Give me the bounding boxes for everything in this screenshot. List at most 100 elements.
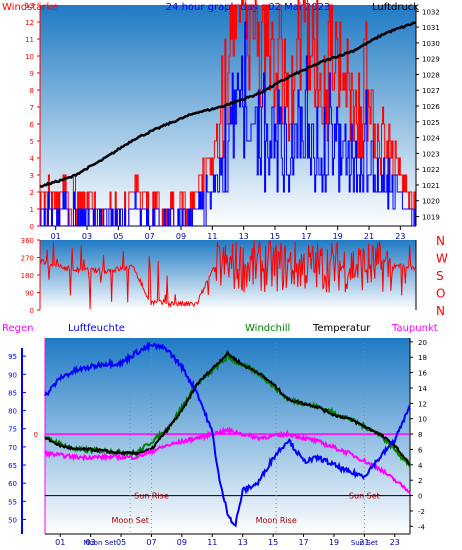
- windchill-line: [44, 354, 411, 468]
- x-tick-label: 23: [395, 232, 405, 241]
- humidity-tick-label: 60: [8, 480, 17, 488]
- wind-tick-label: 9: [30, 70, 34, 78]
- temperature-tick-label: 10: [418, 416, 427, 424]
- temperature-tick-label: 12: [418, 400, 427, 408]
- temperature-line: [44, 349, 411, 466]
- astro-bottom-label: Sun Set: [351, 539, 378, 547]
- regen-label: Regen: [2, 323, 34, 334]
- x-tick-label: 05: [116, 538, 126, 547]
- x-tick-label: 13: [238, 538, 248, 547]
- x-tick-label: 01: [51, 232, 61, 241]
- astro-label: Sun Set: [349, 492, 380, 501]
- x-tick-label: 09: [177, 538, 187, 547]
- windchill-label: Windchill: [245, 323, 290, 334]
- wind-axis-label: Windstärke: [2, 2, 58, 13]
- wind-tick-label: 4: [30, 155, 35, 163]
- pressure-tick-label: 1032: [422, 8, 440, 16]
- luftfeuchte-label: Luftfeuchte: [68, 323, 125, 334]
- x-tick-label: 17: [301, 232, 311, 241]
- compass-label: W: [436, 252, 448, 266]
- x-tick-label: 15: [270, 232, 280, 241]
- wind-tick-label: 8: [30, 87, 34, 95]
- pressure-tick-label: 1027: [422, 87, 440, 95]
- x-tick-label: 19: [329, 538, 339, 547]
- wind-tick-label: 7: [30, 104, 34, 112]
- x-tick-label: 17: [298, 538, 308, 547]
- astro-bottom-label: Moon Set: [83, 539, 116, 547]
- pressure-tick-label: 1028: [422, 71, 440, 79]
- x-tick-label: 05: [113, 232, 123, 241]
- pressure-tick-label: 1029: [422, 56, 440, 64]
- humidity-tick-label: 90: [8, 371, 17, 379]
- pressure-line: [39, 21, 417, 189]
- x-tick-label: 21: [359, 538, 369, 547]
- wind-tick-label: 6: [30, 121, 35, 129]
- temperature-tick-label: 4: [418, 462, 423, 470]
- pressure-tick-label: 1025: [422, 119, 440, 127]
- compass-label: O: [436, 287, 445, 301]
- x-tick-label: 07: [145, 232, 155, 241]
- direction-tick-label: 270: [21, 255, 34, 263]
- rain-tick-label: 0: [34, 431, 38, 439]
- wind-tick-label: 5: [30, 138, 34, 146]
- wind-average-line: [40, 21, 416, 227]
- astro-label: Moon Rise: [256, 516, 297, 525]
- direction-tick-label: 90: [25, 290, 34, 298]
- wind-tick-label: 2: [30, 189, 34, 197]
- humidity-tick-label: 55: [8, 498, 17, 506]
- direction-tick-label: 0: [30, 307, 34, 315]
- x-tick-label: 03: [82, 232, 92, 241]
- temperature-tick-label: 18: [418, 354, 427, 362]
- pressure-tick-label: 1023: [422, 150, 440, 158]
- humidity-tick-label: 85: [8, 389, 17, 397]
- compass-label: N: [436, 234, 445, 248]
- x-tick-label: 09: [176, 232, 186, 241]
- pressure-tick-label: 1019: [422, 214, 440, 222]
- compass-label: S: [436, 269, 444, 283]
- temperature-tick-label: 2: [418, 477, 422, 485]
- humidity-tick-label: 50: [8, 516, 17, 524]
- pressure-tick-label: 1021: [422, 182, 440, 190]
- humidity-tick-label: 75: [8, 426, 17, 434]
- wind-tick-label: 1: [30, 206, 34, 214]
- humidity-tick-label: 70: [8, 444, 17, 452]
- x-tick-label: 11: [207, 232, 217, 241]
- taupunkt-label: Taupunkt: [391, 323, 438, 334]
- direction-tick-label: 180: [21, 272, 34, 280]
- wind-tick-label: 0: [30, 223, 34, 231]
- x-tick-label: 03: [86, 538, 96, 547]
- temperature-tick-label: 8: [418, 431, 422, 439]
- wind-direction-line: [39, 240, 417, 310]
- temperature-tick-label: -4: [418, 523, 426, 531]
- humidity-tick-label: 95: [8, 353, 17, 361]
- temperature-tick-label: 16: [418, 370, 427, 378]
- humidity-line: [44, 341, 411, 528]
- x-tick-label: 21: [364, 232, 374, 241]
- x-tick-label: 15: [268, 538, 278, 547]
- x-tick-label: 01: [55, 538, 65, 547]
- humidity-tick-label: 80: [8, 408, 17, 416]
- dewpoint-line: [44, 426, 411, 495]
- pressure-tick-label: 1030: [422, 40, 440, 48]
- humidity-tick-label: 65: [8, 462, 17, 470]
- humidity-temp-plot-area: [45, 338, 410, 534]
- pressure-tick-label: 1020: [422, 198, 440, 206]
- x-tick-label: 07: [146, 538, 156, 547]
- wind-tick-label: 3: [30, 172, 34, 180]
- x-tick-label: 19: [333, 232, 343, 241]
- temperature-tick-label: 0: [418, 493, 422, 501]
- direction-plot-area: [40, 240, 416, 310]
- temperature-tick-label: 6: [418, 446, 423, 454]
- pressure-tick-label: 1026: [422, 103, 440, 111]
- pressure-tick-label: 1031: [422, 24, 440, 32]
- x-tick-label: 23: [390, 538, 400, 547]
- wind-tick-label: 11: [25, 36, 34, 44]
- astro-label: Moon Set: [111, 516, 148, 525]
- x-tick-label: 11: [207, 538, 217, 547]
- direction-tick-label: 360: [21, 237, 34, 245]
- wind-tick-label: 13: [25, 2, 34, 10]
- wind-tick-label: 10: [25, 53, 34, 61]
- astro-label: Sun Rise: [134, 492, 169, 501]
- temperature-tick-label: 14: [418, 385, 427, 393]
- wind-tick-label: 12: [25, 19, 34, 27]
